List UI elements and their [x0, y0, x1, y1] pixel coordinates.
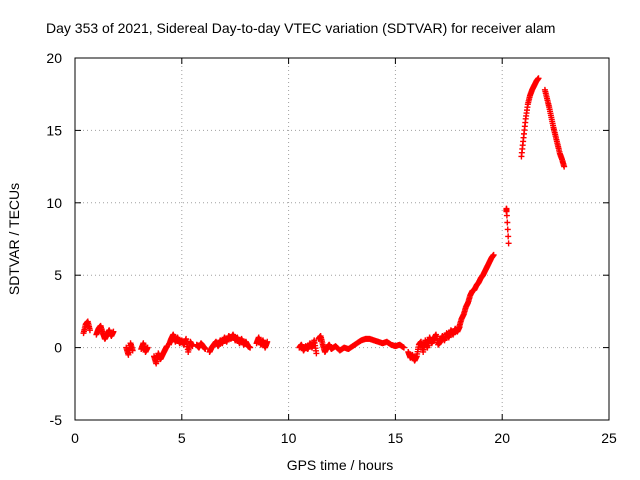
data-point	[503, 212, 510, 219]
data-point	[490, 251, 497, 258]
x-axis-label: GPS time / hours	[287, 457, 394, 473]
x-tick-label: 20	[494, 430, 510, 446]
data-point	[503, 205, 510, 212]
x-tick-label: 25	[601, 430, 617, 446]
data-point	[505, 233, 512, 240]
data-point	[144, 344, 151, 351]
data-point	[535, 75, 542, 82]
data-point	[504, 219, 511, 226]
x-tick-label: 5	[178, 430, 186, 446]
data-point	[110, 328, 117, 335]
data-points	[80, 75, 568, 367]
chart-title: Day 353 of 2021, Sidereal Day-to-day VTE…	[46, 20, 555, 36]
data-point	[247, 344, 254, 351]
grid-lines	[75, 58, 609, 420]
axis-ticks	[74, 57, 610, 421]
data-point	[129, 347, 136, 354]
x-tick-labels: 0 5 10 15 20 25	[71, 430, 617, 446]
data-point	[505, 240, 512, 247]
data-point	[313, 350, 320, 357]
y-tick-label: -5	[50, 412, 63, 428]
plot-frame	[74, 57, 610, 421]
y-tick-label: 20	[46, 50, 62, 66]
x-tick-label: 15	[388, 430, 404, 446]
data-point	[189, 343, 196, 350]
y-tick-label: 0	[54, 340, 62, 356]
x-tick-label: 10	[281, 430, 297, 446]
y-axis-label: SDTVAR / TECUs	[6, 183, 22, 295]
x-tick-label: 0	[71, 430, 79, 446]
y-tick-label: 5	[54, 267, 62, 283]
y-tick-label: 15	[46, 122, 62, 138]
y-tick-label: 10	[46, 195, 62, 211]
data-point	[561, 163, 568, 170]
data-point	[400, 344, 407, 351]
data-point	[504, 226, 511, 233]
data-point	[264, 338, 271, 345]
data-point	[86, 327, 93, 334]
data-point	[202, 346, 209, 353]
y-tick-labels: -5 0 5 10 15 20	[46, 50, 62, 428]
